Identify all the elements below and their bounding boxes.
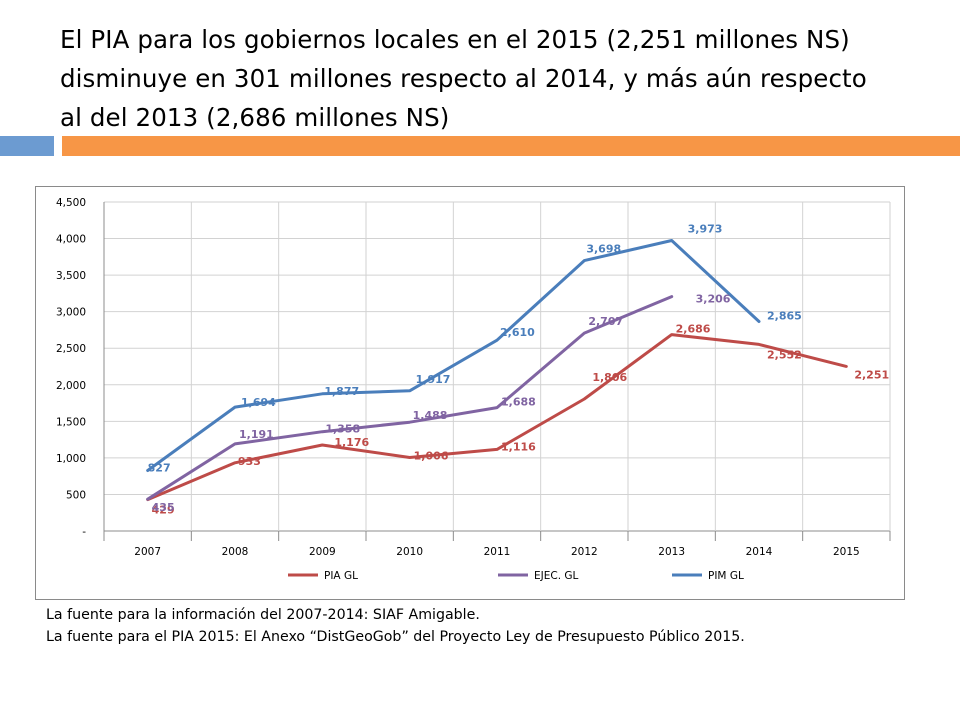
x-tick-label: 2008	[222, 546, 249, 558]
data-label: 1,006	[414, 449, 449, 462]
y-tick-label: 3,000	[56, 307, 86, 319]
x-tick-label: 2012	[571, 546, 598, 558]
x-tick-label: 2011	[484, 546, 511, 558]
legend-label: PIA GL	[324, 570, 358, 582]
series-line	[146, 333, 848, 502]
y-tick-label: 500	[66, 489, 86, 501]
data-label: 827	[148, 462, 171, 475]
accent-bar-orange	[62, 136, 960, 156]
data-label: 1,176	[334, 436, 369, 449]
legend-label: PIM GL	[708, 570, 744, 582]
y-tick-label: 1,500	[56, 416, 86, 428]
data-label: 429	[152, 504, 175, 517]
data-label: 1,688	[501, 396, 536, 409]
data-label: 2,707	[588, 315, 623, 328]
source-notes: La fuente para la información del 2007-2…	[46, 604, 745, 648]
title-line-1: El PIA para los gobiernos locales en el …	[60, 25, 850, 54]
series-line	[146, 295, 674, 501]
data-label: 2,610	[500, 326, 535, 339]
data-label: 1,917	[416, 373, 451, 386]
data-label: 1,116	[501, 440, 536, 453]
data-label: 1,877	[324, 385, 359, 398]
legend-label: EJEC. GL	[534, 570, 579, 582]
y-tick-label: -	[82, 526, 86, 538]
data-label: 3,973	[688, 223, 723, 236]
x-tick-label: 2010	[396, 546, 423, 558]
y-tick-label: 4,500	[56, 197, 86, 209]
y-tick-label: 2,500	[56, 343, 86, 355]
y-tick-label: 4,000	[56, 234, 86, 246]
x-tick-label: 2009	[309, 546, 336, 558]
data-label: 3,206	[696, 293, 731, 306]
series-line	[146, 239, 761, 472]
y-tick-label: 1,000	[56, 453, 86, 465]
data-label: 2,686	[676, 323, 711, 336]
data-label: 1,191	[239, 428, 274, 441]
data-label: 1,358	[325, 423, 360, 436]
y-tick-label: 3,500	[56, 270, 86, 282]
data-label: 3,698	[586, 243, 621, 256]
data-label: 2,552	[767, 348, 802, 361]
data-label: 435	[152, 501, 175, 514]
x-tick-label: 2007	[134, 546, 161, 558]
source-line-2: La fuente para el PIA 2015: El Anexo “Di…	[46, 629, 745, 645]
title-line-3: al del 2013 (2,686 millones NS)	[60, 103, 450, 132]
x-tick-label: 2014	[746, 546, 773, 558]
y-tick-label: 2,000	[56, 380, 86, 392]
x-tick-label: 2015	[833, 546, 860, 558]
data-label: 1,488	[413, 409, 448, 422]
source-line-1: La fuente para la información del 2007-2…	[46, 607, 480, 623]
data-label: 933	[238, 455, 261, 468]
accent-bar-blue	[0, 136, 54, 156]
data-label: 1,806	[592, 371, 627, 384]
title-line-2: disminuye en 301 millones respecto al 20…	[60, 64, 867, 93]
x-tick-label: 2013	[658, 546, 685, 558]
data-label: 2,865	[767, 310, 802, 323]
slide-title: El PIA para los gobiernos locales en el …	[60, 20, 940, 137]
data-label: 2,251	[854, 368, 889, 381]
data-label: 1,694	[241, 396, 276, 409]
